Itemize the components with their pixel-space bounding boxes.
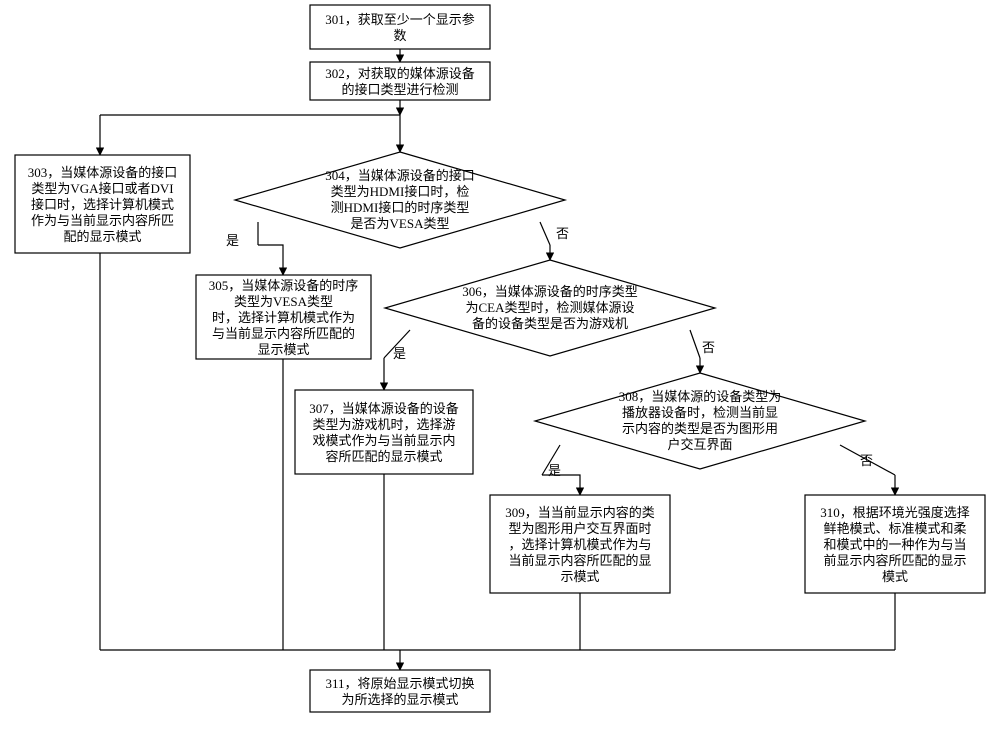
svg-text:302，对获取的媒体源设备的接口类型进行检测: 302，对获取的媒体源设备的接口类型进行检测 [325, 66, 475, 97]
svg-text:307，当媒体源设备的设备类型为游戏机时，选择游戏模式作为与: 307，当媒体源设备的设备类型为游戏机时，选择游戏模式作为与当前显示内容所匹配的… [309, 401, 459, 464]
svg-text:311，将原始显示模式切换为所选择的显示模式: 311，将原始显示模式切换为所选择的显示模式 [325, 676, 474, 707]
edge-label-5: 是 [226, 233, 239, 248]
edge-14 [542, 475, 580, 495]
edge-7 [540, 222, 550, 245]
flowchart: 301，获取至少一个显示参数302，对获取的媒体源设备的接口类型进行检测303，… [0, 0, 1000, 729]
edge-label-7: 否 [556, 226, 569, 241]
edge-label-9: 是 [393, 346, 406, 361]
edge-6 [258, 245, 283, 275]
edge-11 [690, 330, 700, 358]
svg-text:306，当媒体源设备的时序类型为CEA类型时，检测媒体源设备: 306，当媒体源设备的时序类型为CEA类型时，检测媒体源设备的设备类型是否为游戏… [462, 284, 638, 331]
edge-label-15: 否 [860, 453, 873, 468]
edge-label-13: 是 [548, 463, 561, 478]
edge-label-11: 否 [702, 340, 715, 355]
